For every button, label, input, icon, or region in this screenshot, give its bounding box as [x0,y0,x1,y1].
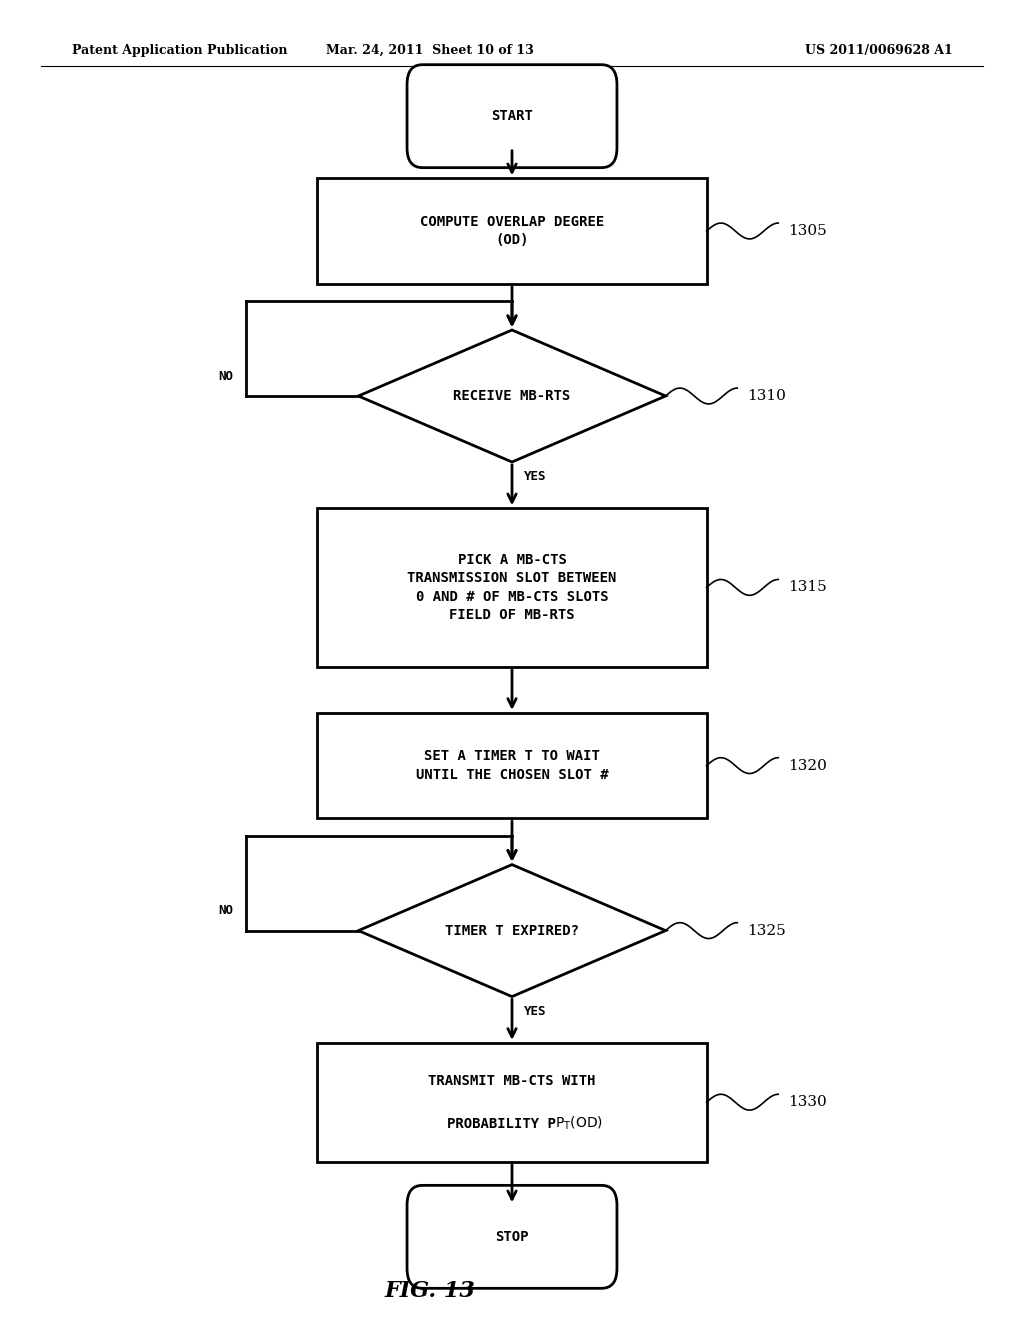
Text: Mar. 24, 2011  Sheet 10 of 13: Mar. 24, 2011 Sheet 10 of 13 [327,44,534,57]
Text: 1310: 1310 [748,389,786,403]
Text: YES: YES [524,470,547,483]
Text: 1330: 1330 [788,1096,827,1109]
Text: TIMER T EXPIRED?: TIMER T EXPIRED? [445,924,579,937]
Text: PROBABILITY P: PROBABILITY P [458,1119,566,1133]
Text: YES: YES [524,1005,547,1018]
Polygon shape [358,865,666,997]
Text: RECEIVE MB-RTS: RECEIVE MB-RTS [454,389,570,403]
Text: PROBABILITY P: PROBABILITY P [447,1117,556,1131]
Text: 1305: 1305 [788,224,827,238]
Text: FIG. 13: FIG. 13 [385,1280,475,1302]
Text: Patent Application Publication: Patent Application Publication [72,44,287,57]
Text: PICK A MB-CTS
TRANSMISSION SLOT BETWEEN
0 AND # OF MB-CTS SLOTS
FIELD OF MB-RTS: PICK A MB-CTS TRANSMISSION SLOT BETWEEN … [408,553,616,622]
Text: TRANSMIT MB-CTS WITH: TRANSMIT MB-CTS WITH [428,1072,596,1085]
FancyBboxPatch shape [321,1047,703,1158]
FancyBboxPatch shape [317,713,707,818]
Text: COMPUTE OVERLAP DEGREE
(OD): COMPUTE OVERLAP DEGREE (OD) [420,215,604,247]
FancyBboxPatch shape [317,178,707,284]
FancyBboxPatch shape [407,1185,616,1288]
Text: 1320: 1320 [788,759,827,772]
Text: $\mathsf{P_{T}(OD)}$: $\mathsf{P_{T}(OD)}$ [555,1115,602,1133]
FancyBboxPatch shape [317,508,707,667]
Text: START: START [492,110,532,123]
Text: 1325: 1325 [748,924,786,937]
FancyBboxPatch shape [317,1043,707,1162]
Polygon shape [358,330,666,462]
Text: STOP: STOP [496,1230,528,1243]
Text: 1315: 1315 [788,581,827,594]
Text: NO: NO [218,904,233,917]
Text: NO: NO [218,370,233,383]
Text: TRANSMIT MB-CTS WITH: TRANSMIT MB-CTS WITH [428,1073,596,1088]
FancyBboxPatch shape [407,65,616,168]
Text: US 2011/0069628 A1: US 2011/0069628 A1 [805,44,952,57]
Text: SET A TIMER T TO WAIT
UNTIL THE CHOSEN SLOT #: SET A TIMER T TO WAIT UNTIL THE CHOSEN S… [416,750,608,781]
